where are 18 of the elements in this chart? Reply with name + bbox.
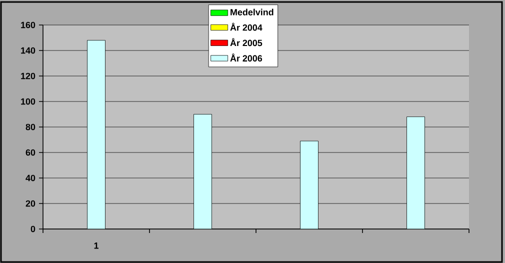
y-tick-label: 40 (26, 174, 36, 182)
bar (300, 140, 318, 229)
legend-label: År 2004 (230, 22, 262, 31)
y-tick-label: 80 (26, 124, 36, 130)
y-tick-label: 60 (26, 149, 36, 156)
bar (194, 114, 212, 229)
legend-label: Medelvind (230, 8, 274, 16)
y-tick-label: 160 (21, 22, 36, 28)
x-tick-label: 1 (94, 242, 98, 249)
y-tick-label: 0 (30, 226, 36, 232)
y-tick-label: 100 (21, 98, 36, 105)
bar (87, 40, 106, 229)
legend-label: År 2005 (230, 38, 262, 46)
legend-label: År 2006 (230, 54, 262, 62)
bar (406, 116, 425, 229)
y-tick-label: 120 (21, 72, 36, 80)
y-tick-label: 140 (21, 47, 36, 54)
y-tick-label: 20 (26, 200, 36, 207)
